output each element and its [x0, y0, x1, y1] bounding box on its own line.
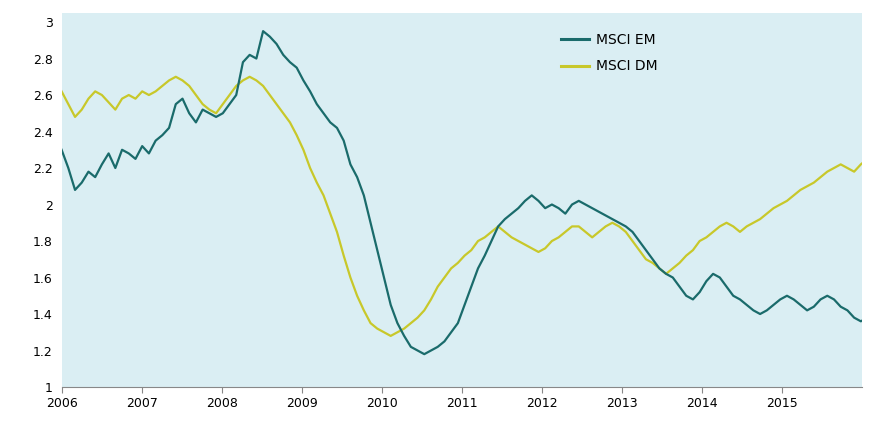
MSCI DM — [56, 89, 67, 94]
MSCI DM — [788, 193, 799, 198]
MSCI EM — [788, 297, 799, 302]
MSCI EM — [687, 297, 698, 302]
MSCI EM — [419, 352, 429, 357]
Line: MSCI DM: MSCI DM — [62, 77, 880, 336]
MSCI DM — [687, 248, 698, 253]
MSCI DM — [385, 333, 396, 338]
Legend: MSCI EM, MSCI DM: MSCI EM, MSCI DM — [556, 28, 664, 79]
MSCI EM — [56, 147, 67, 152]
Line: MSCI EM: MSCI EM — [62, 31, 880, 354]
MSCI EM — [500, 217, 510, 222]
MSCI DM — [171, 74, 181, 80]
MSCI DM — [500, 229, 510, 234]
MSCI DM — [325, 211, 335, 216]
MSCI EM — [258, 28, 268, 34]
MSCI EM — [459, 302, 470, 307]
MSCI DM — [459, 253, 470, 258]
MSCI EM — [325, 120, 335, 125]
